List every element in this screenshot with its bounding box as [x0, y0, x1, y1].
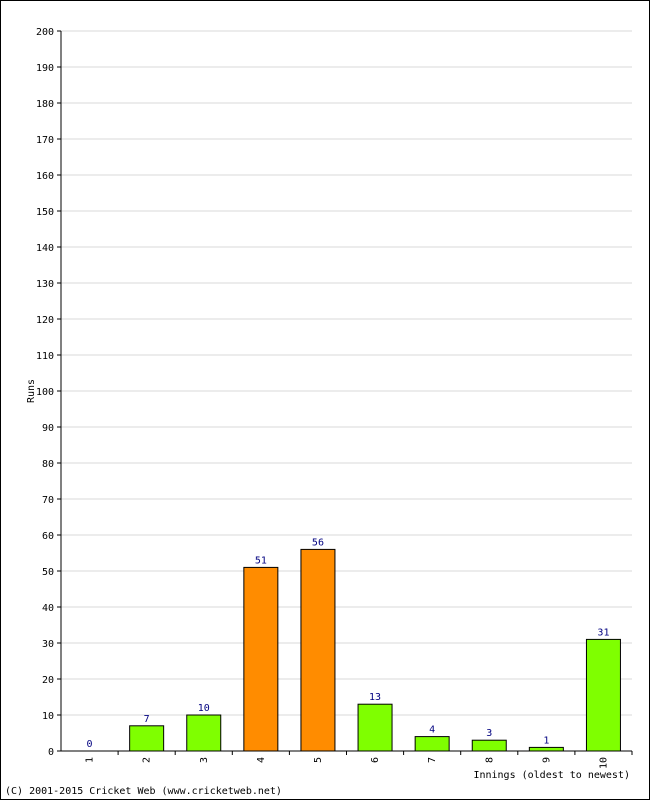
y-tick-label: 40 [42, 603, 54, 614]
y-tick-label: 70 [42, 495, 54, 506]
y-tick-label: 50 [42, 567, 54, 578]
bars-group [129, 548, 621, 752]
value-label: 10 [198, 703, 210, 714]
x-tick-label: 6 [370, 757, 381, 763]
y-tick-label: 30 [42, 639, 54, 650]
value-label: 0 [87, 739, 93, 750]
value-label: 31 [597, 627, 609, 638]
bar [471, 739, 507, 752]
y-tick-labels: 0 10 20 30 40 50 60 70 80 90 100 110 120 130 140 150 160… [36, 27, 54, 758]
y-axis-title: Runs [26, 379, 37, 403]
y-tick-label: 200 [36, 27, 54, 38]
bar [186, 714, 222, 752]
y-tick-label: 140 [36, 243, 54, 254]
y-tick-label: 160 [36, 171, 54, 182]
x-tick-label: 9 [541, 757, 552, 763]
bar [528, 746, 564, 752]
bar [243, 566, 279, 752]
x-tick-label: 10 [598, 757, 609, 769]
x-tick-label: 7 [427, 757, 438, 763]
value-label: 4 [429, 725, 435, 736]
x-tick-label: 1 [85, 757, 96, 763]
value-label: 13 [369, 692, 381, 703]
x-tick-label: 8 [484, 757, 495, 763]
x-tick-label: 3 [199, 757, 210, 763]
x-tick-label: 2 [142, 757, 153, 763]
x-tick-label: 5 [313, 757, 324, 763]
y-tick-label: 20 [42, 675, 54, 686]
bar [414, 736, 450, 752]
y-tick-label: 130 [36, 279, 54, 290]
y-tick-label: 10 [42, 711, 54, 722]
bar [357, 703, 393, 752]
y-tick-label: 150 [36, 207, 54, 218]
value-label: 7 [144, 714, 150, 725]
bar [300, 548, 336, 752]
value-label: 56 [312, 537, 324, 548]
y-tick-label: 120 [36, 315, 54, 326]
y-tick-label: 0 [48, 747, 54, 758]
y-tick-label: 170 [36, 135, 54, 146]
value-label: 51 [255, 555, 267, 566]
y-tick-label: 110 [36, 351, 54, 362]
gridlines [61, 30, 632, 716]
x-tick-label: 4 [256, 757, 267, 763]
y-tick-label: 80 [42, 459, 54, 470]
y-tick-label: 180 [36, 99, 54, 110]
y-tick-label: 100 [36, 387, 54, 398]
x-axis-title: Innings (oldest to newest) [473, 770, 630, 781]
value-label: 3 [486, 728, 492, 739]
value-label: 1 [543, 735, 549, 746]
y-tick-label: 190 [36, 63, 54, 74]
y-tick-label: 90 [42, 423, 54, 434]
bar [129, 725, 165, 752]
x-tick-labels: 1 2 3 4 5 6 7 8 9 10 [85, 757, 610, 769]
bar [585, 638, 621, 752]
y-tick-label: 60 [42, 531, 54, 542]
axes-group [57, 30, 633, 755]
copyright-text: (C) 2001-2015 Cricket Web (www.cricketwe… [5, 786, 282, 797]
